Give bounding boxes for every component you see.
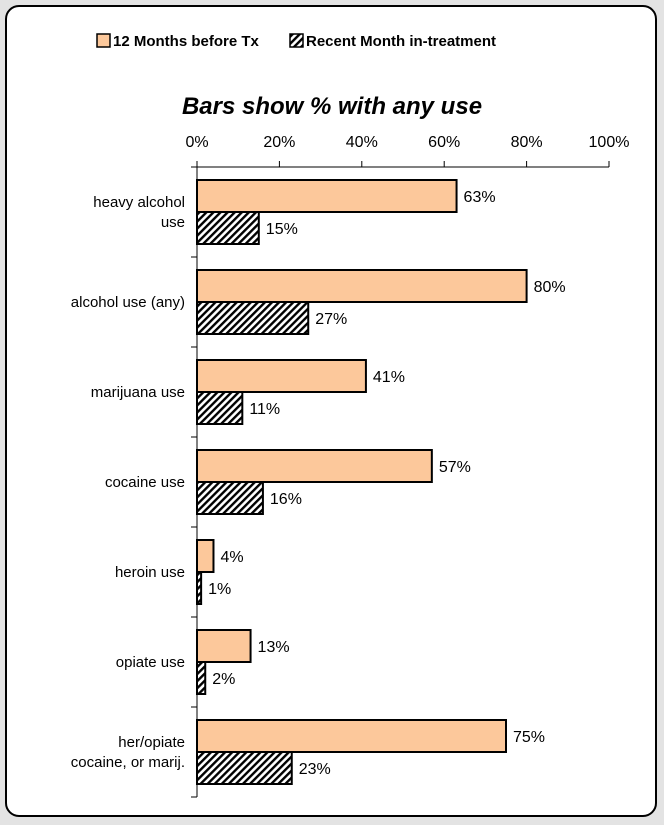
x-tick-label: 20% [263, 134, 295, 151]
bar-series-2 [196, 751, 293, 785]
data-label-series-1: 41% [373, 369, 405, 386]
legend-label-series-2: Recent Month in-treatment [306, 33, 496, 50]
category-label: cocaine use [105, 474, 185, 491]
bar-series-1 [196, 449, 433, 483]
x-tick-label: 0% [185, 134, 208, 151]
category-label: use [161, 214, 185, 231]
bar-series-2 [196, 571, 203, 605]
data-label-series-2: 23% [299, 761, 331, 778]
bar-series-2 [196, 481, 264, 515]
legend-swatch-series-1 [96, 33, 111, 48]
data-label-series-2: 1% [208, 581, 231, 598]
category-label: cocaine, or marij. [71, 754, 185, 771]
data-label-series-2: 11% [249, 401, 280, 418]
legend-label-series-1: 12 Months before Tx [113, 33, 260, 50]
bar-series-1 [196, 179, 458, 213]
x-tick-label: 40% [346, 134, 378, 151]
bar-series-2 [196, 211, 260, 245]
data-label-series-2: 15% [266, 221, 298, 238]
bar-series-2 [196, 391, 244, 425]
data-label-series-2: 27% [315, 311, 347, 328]
data-label-series-1: 63% [464, 189, 496, 206]
category-label: her/opiate [118, 734, 185, 751]
bars: 63% 15% 80% 27% 41% 11% 57% 16% 4% 1% 13% 2% 75% 23% [196, 179, 566, 785]
data-label-series-1: 80% [534, 279, 566, 296]
category-label: alcohol use (any) [71, 294, 185, 311]
category-label: marijuana use [91, 384, 185, 401]
bar-series-1 [196, 539, 215, 573]
category-label: heroin use [115, 564, 185, 581]
bar-series-1 [196, 269, 528, 303]
data-label-series-2: 2% [212, 671, 235, 688]
data-label-series-1: 13% [258, 639, 290, 656]
bar-series-2 [196, 301, 310, 335]
bar-series-2 [196, 661, 207, 695]
chart-svg: 12 Months before Tx Recent Month in-trea… [71, 33, 630, 798]
bar-series-1 [196, 359, 367, 393]
x-tick-label: 60% [428, 134, 460, 151]
category-label: opiate use [116, 654, 185, 671]
data-label-series-1: 4% [220, 549, 243, 566]
bar-series-1 [196, 629, 252, 663]
chart-title: Bars show % with any use [182, 93, 482, 120]
x-tick-label: 100% [589, 134, 630, 151]
chart-card: 12 Months before Tx Recent Month in-trea… [5, 5, 657, 817]
data-label-series-1: 57% [439, 459, 471, 476]
data-label-series-2: 16% [270, 491, 302, 508]
category-label: heavy alcohol [93, 194, 185, 211]
data-label-series-1: 75% [513, 729, 545, 746]
bar-series-1 [196, 719, 507, 753]
legend-swatch-series-2 [289, 33, 304, 48]
x-tick-label: 80% [511, 134, 543, 151]
legend: 12 Months before Tx Recent Month in-trea… [96, 33, 496, 50]
